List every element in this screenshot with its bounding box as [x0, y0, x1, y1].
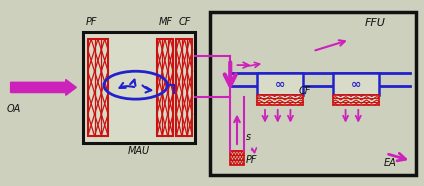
Bar [257, 95, 303, 105]
Text: MF: MF [159, 17, 173, 27]
Text: ∞: ∞ [351, 78, 361, 91]
Bar [176, 39, 192, 136]
Text: OA: OA [6, 104, 21, 114]
Bar [210, 12, 416, 175]
FancyArrow shape [11, 80, 76, 95]
Text: s: s [246, 132, 251, 142]
Bar [257, 73, 303, 95]
Bar [83, 32, 195, 143]
Text: CF: CF [179, 17, 191, 27]
Text: PF: PF [246, 155, 257, 165]
Text: FFU: FFU [365, 18, 385, 28]
Text: PF: PF [86, 17, 98, 27]
Bar [230, 151, 244, 165]
Bar [88, 39, 108, 136]
Text: MAU: MAU [128, 146, 150, 156]
Bar [333, 95, 379, 105]
Bar [157, 39, 173, 136]
Text: ∞: ∞ [275, 78, 285, 91]
Text: CF: CF [299, 86, 311, 96]
Bar [333, 73, 379, 95]
Text: EA: EA [384, 158, 396, 169]
